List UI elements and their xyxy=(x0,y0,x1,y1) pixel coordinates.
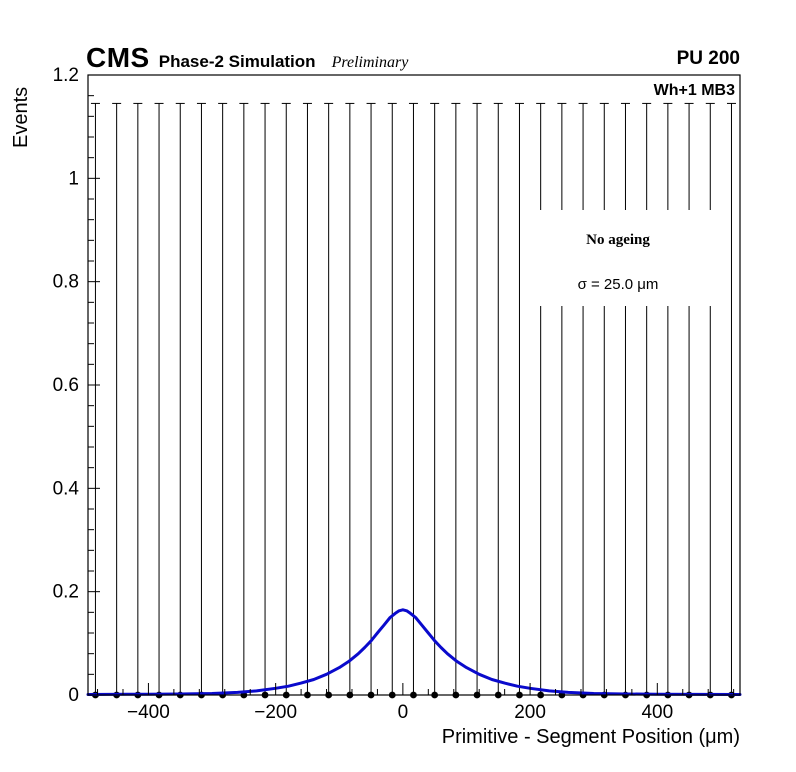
cms-logo-text: CMS xyxy=(86,42,150,73)
legend-sigma-value: σ = 25.0 μm xyxy=(577,275,659,293)
header: CMS Phase-2 Simulation Preliminary xyxy=(86,42,408,74)
phase2-simulation-label: Phase-2 Simulation xyxy=(158,52,316,71)
x-tick-label: 0 xyxy=(398,702,409,723)
y-tick-label: 0.6 xyxy=(53,375,79,396)
y-tick-label: 0 xyxy=(68,685,79,706)
x-tick-label: −400 xyxy=(127,702,170,723)
fit-curve xyxy=(86,608,742,696)
y-tick-label: 0.8 xyxy=(53,272,79,293)
preliminary-label: Preliminary xyxy=(331,54,409,71)
y-tick-label: 0.4 xyxy=(53,478,80,499)
station-label: Wh+1 MB3 xyxy=(653,82,735,99)
x-tick-label: −200 xyxy=(254,702,297,723)
legend-title: No ageing xyxy=(586,231,650,248)
x-tick-label: 200 xyxy=(514,702,546,723)
plot-frame xyxy=(87,74,741,696)
x-tick-label: 400 xyxy=(641,702,673,723)
y-axis-title: Events xyxy=(10,86,32,148)
y-tick-label: 0.2 xyxy=(53,582,79,603)
legend-box: No ageing σ = 25.0 μm xyxy=(520,210,716,306)
y-tick-label: 1 xyxy=(68,168,79,189)
pileup-label: PU 200 xyxy=(676,48,740,69)
y-tick-label: 1.2 xyxy=(53,65,79,86)
x-axis-title: Primitive - Segment Position (μm) xyxy=(441,726,740,748)
